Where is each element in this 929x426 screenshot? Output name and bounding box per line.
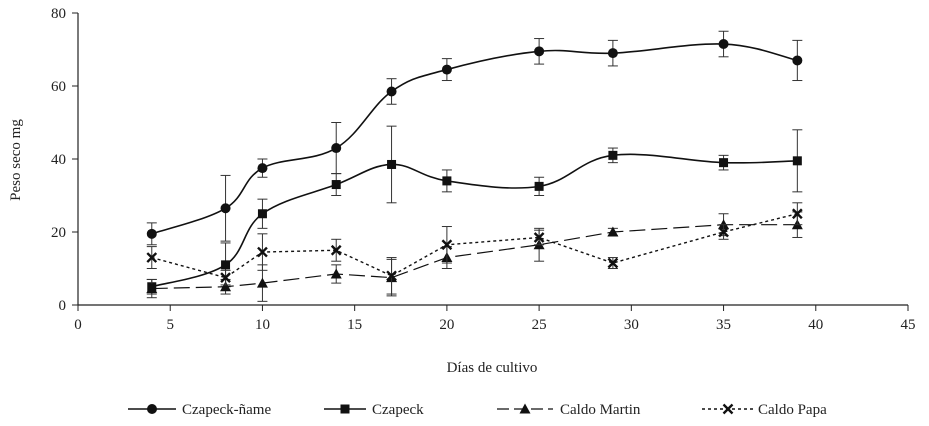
y-tick-label: 20 (51, 225, 66, 241)
x-marker-stroke (718, 226, 729, 238)
data-point (533, 232, 545, 243)
data-point (221, 260, 231, 270)
x-tick-label: 30 (624, 317, 639, 333)
series-line-czapeck (151, 153, 798, 288)
series-line-caldo-papa (151, 213, 798, 279)
data-point (330, 244, 342, 256)
series-line-caldo-martin (151, 224, 798, 290)
data-point (257, 163, 268, 174)
y-axis-title: Peso seco mg (8, 119, 24, 201)
data-point (331, 180, 341, 190)
x-marker-stroke (330, 244, 342, 256)
y-tick-label: 0 (59, 298, 67, 314)
y-tick-label: 60 (51, 79, 66, 95)
data-point (387, 159, 397, 169)
x-tick-label: 40 (808, 317, 823, 333)
axes: 0 5 10 15 20 25 30 35 40 45 0 20 40 60 80 (51, 6, 916, 333)
data-point (534, 46, 545, 57)
data-point (792, 156, 802, 166)
x-marker-stroke (386, 270, 397, 282)
data-point (441, 64, 452, 75)
x-marker-stroke (722, 403, 734, 415)
data-point (146, 228, 157, 239)
legend: Czapeck-ñame Czapeck Caldo Martin Caldo Pap… (128, 402, 827, 418)
legend-label: Czapeck (372, 402, 424, 418)
legend-item-czapeck: Czapeck (324, 402, 424, 418)
series-czapeck (146, 125, 803, 295)
data-point (257, 209, 267, 219)
data-point (386, 270, 397, 282)
data-point (441, 239, 453, 251)
legend-item-caldo-martin: Caldo Martin (497, 402, 641, 418)
data-point (257, 246, 268, 258)
data-point (146, 283, 158, 294)
data-point (220, 272, 231, 283)
legend-item-czapeck-ame: Czapeck-ñame (128, 402, 271, 418)
x-tick-label: 15 (347, 317, 362, 333)
legend-label: Caldo Martin (560, 402, 641, 418)
legend-item-caldo-papa: Caldo Papa (702, 402, 827, 418)
y-tick-label: 40 (51, 152, 66, 168)
data-point (719, 158, 729, 168)
data-point (256, 277, 268, 288)
legend-marker (340, 404, 350, 414)
x-marker-stroke (146, 252, 158, 263)
data-point (718, 226, 729, 238)
x-marker-stroke (533, 232, 545, 243)
data-point (607, 257, 619, 269)
data-point (718, 39, 729, 50)
x-marker-stroke (257, 246, 268, 258)
legend-label: Czapeck-ñame (182, 402, 271, 418)
data-point (534, 181, 544, 191)
data-point (220, 281, 232, 292)
data-point (791, 208, 803, 220)
series-caldo-martin (146, 211, 803, 302)
data-point (792, 55, 803, 66)
data-point (607, 226, 619, 237)
data-point (146, 252, 158, 263)
data-point (220, 203, 231, 214)
series-line-czapeck-ame (151, 43, 798, 235)
x-tick-label: 25 (532, 317, 547, 333)
data-point (330, 268, 342, 279)
x-axis-title: Días de cultivo (447, 360, 538, 376)
x-tick-label: 35 (716, 317, 731, 333)
series-layer (146, 30, 803, 302)
data-point (331, 143, 342, 154)
data-point (442, 176, 452, 186)
x-tick-label: 5 (166, 317, 174, 333)
legend-marker (519, 403, 531, 414)
series-czapeck-ame (146, 30, 803, 246)
data-point (386, 86, 397, 97)
x-tick-label: 20 (439, 317, 454, 333)
legend-marker (147, 404, 157, 414)
data-point (607, 48, 618, 59)
x-marker-stroke (607, 257, 619, 269)
y-tick-label: 80 (51, 6, 66, 22)
x-marker-stroke (441, 239, 453, 251)
x-tick-label: 0 (74, 317, 82, 333)
x-marker-stroke (220, 272, 231, 283)
legend-marker (722, 403, 734, 415)
x-marker-stroke (791, 208, 803, 220)
x-tick-label: 10 (255, 317, 270, 333)
legend-label: Caldo Papa (758, 402, 827, 418)
x-tick-label: 45 (901, 317, 916, 333)
data-point (608, 150, 618, 160)
series-caldo-papa (146, 202, 803, 295)
